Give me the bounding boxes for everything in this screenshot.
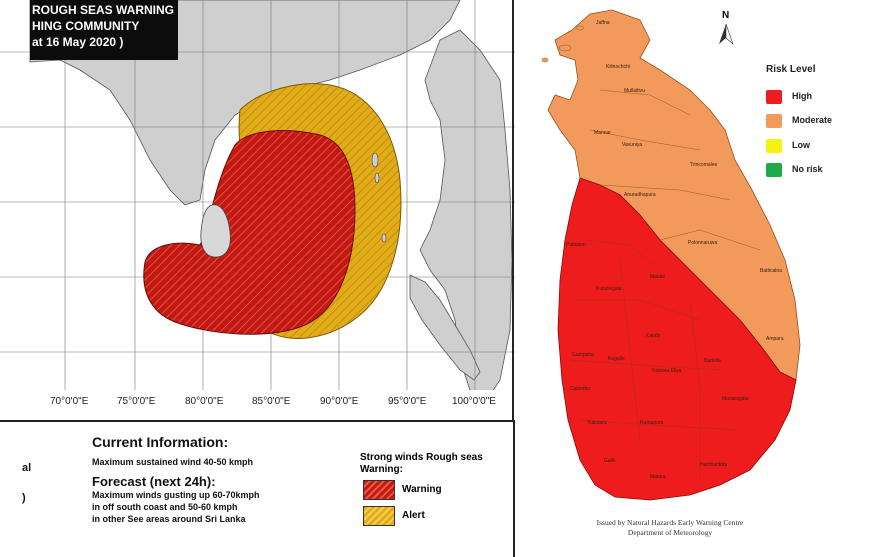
district-label: Hambantota xyxy=(700,462,728,468)
title-line-3: at 16 May 2020 ) xyxy=(32,35,124,49)
warning-label: Warning xyxy=(402,484,442,495)
district-boundaries xyxy=(569,89,761,480)
sumatra xyxy=(409,274,481,381)
north-arrow-icon xyxy=(719,23,734,45)
district-label: Kalutara xyxy=(588,420,607,426)
risk-item-low: Low xyxy=(766,139,870,153)
district-label: Kandy xyxy=(646,333,661,339)
jaffna-islands xyxy=(541,25,585,63)
current-info-text: Maximum sustained wind 40-50 kmph xyxy=(92,457,254,467)
district-label: Colombo xyxy=(570,386,591,392)
forecast-line: in off south coast and 50-60 kmph xyxy=(92,502,238,512)
risk-swatch xyxy=(766,139,782,153)
risk-item-moderate: Moderate xyxy=(766,114,870,128)
risk-label: Low xyxy=(792,140,810,150)
district-label: Matale xyxy=(650,274,666,280)
alert-swatch xyxy=(363,506,395,526)
district-label: Trincomalee xyxy=(690,162,718,168)
lon-label: 100°0'0"E xyxy=(452,396,496,407)
north-label: N xyxy=(722,10,730,21)
current-info-title: Current Information: xyxy=(92,434,229,450)
risk-item-high: High xyxy=(766,90,870,104)
district-label: Puttalam xyxy=(566,242,586,248)
district-label: Badulla xyxy=(704,358,721,364)
district-label: Batticaloa xyxy=(760,268,782,274)
district-label: Ratnapura xyxy=(640,420,664,426)
lon-label: 85°0'0"E xyxy=(252,396,291,407)
district-label: Vavuniya xyxy=(622,142,643,148)
sri-lanka-risk-map xyxy=(518,0,870,557)
district-label: Galle xyxy=(604,458,616,464)
warning-zone xyxy=(143,130,356,335)
district-label: Nuwara Eliya xyxy=(652,368,682,374)
sri-lanka-cutout xyxy=(200,204,231,258)
warning-swatch xyxy=(363,480,395,500)
issuer-footer: Issued by Natural Hazards Early Warning … xyxy=(580,518,760,538)
title-line-2: HING COMMUNITY xyxy=(32,19,140,33)
district-label: Jaffna xyxy=(596,20,610,26)
andaman-islands xyxy=(371,152,387,243)
footer-line: Issued by Natural Hazards Early Warning … xyxy=(596,518,744,527)
district-label: Gampaha xyxy=(572,352,594,358)
district-label: Ampara xyxy=(766,336,784,342)
lon-label: 75°0'0"E xyxy=(117,396,156,407)
district-label: Anuradhapura xyxy=(624,192,656,198)
risk-swatch xyxy=(766,114,782,128)
warning-title-box: ROUGH SEAS WARNING HING COMMUNITY at 16 … xyxy=(30,0,178,60)
footer-line: Department of Meteorology xyxy=(627,528,713,537)
high-risk-region xyxy=(557,177,797,501)
warning-legend-title: Strong winds Rough seas Warning: xyxy=(360,452,483,475)
forecast-line: Maximum winds gusting up 60-70kmph xyxy=(92,490,260,500)
district-label: Monaragala xyxy=(722,396,749,402)
lon-label: 70°0'0"E xyxy=(50,396,89,407)
lon-label: 80°0'0"E xyxy=(185,396,224,407)
north-arrow: N xyxy=(715,10,737,51)
lon-label: 90°0'0"E xyxy=(320,396,359,407)
district-label: Matara xyxy=(650,474,666,480)
district-label: Polonnaruwa xyxy=(688,240,718,246)
district-label: Kurunegala xyxy=(596,286,622,292)
forecast-line: in other See areas around Sri Lanka xyxy=(92,514,246,524)
lon-label: 95°0'0"E xyxy=(388,396,427,407)
info-panel: al ) Current Information: Maximum sustai… xyxy=(0,420,515,557)
risk-swatch xyxy=(766,90,782,104)
alert-label: Alert xyxy=(402,510,425,521)
district-label: Kegalle xyxy=(608,356,625,362)
title-line-1: ROUGH SEAS WARNING xyxy=(32,3,175,17)
district-label: Mannar xyxy=(594,130,611,136)
rough-seas-map xyxy=(0,0,515,420)
risk-label: Moderate xyxy=(792,115,833,125)
edge-fragment: ) xyxy=(22,492,26,504)
frame-bottom-strip xyxy=(0,390,515,420)
district-label: Mullaitivu xyxy=(624,88,645,94)
district-label: Kilinochchi xyxy=(606,64,630,70)
risk-item-no-risk: No risk xyxy=(766,163,870,177)
risk-label: No risk xyxy=(792,164,823,174)
risk-swatch xyxy=(766,163,782,177)
risk-label: High xyxy=(792,91,812,101)
risk-legend-title: Risk Level xyxy=(766,64,816,75)
forecast-title: Forecast (next 24h): xyxy=(92,474,216,489)
edge-fragment: al xyxy=(22,462,32,474)
